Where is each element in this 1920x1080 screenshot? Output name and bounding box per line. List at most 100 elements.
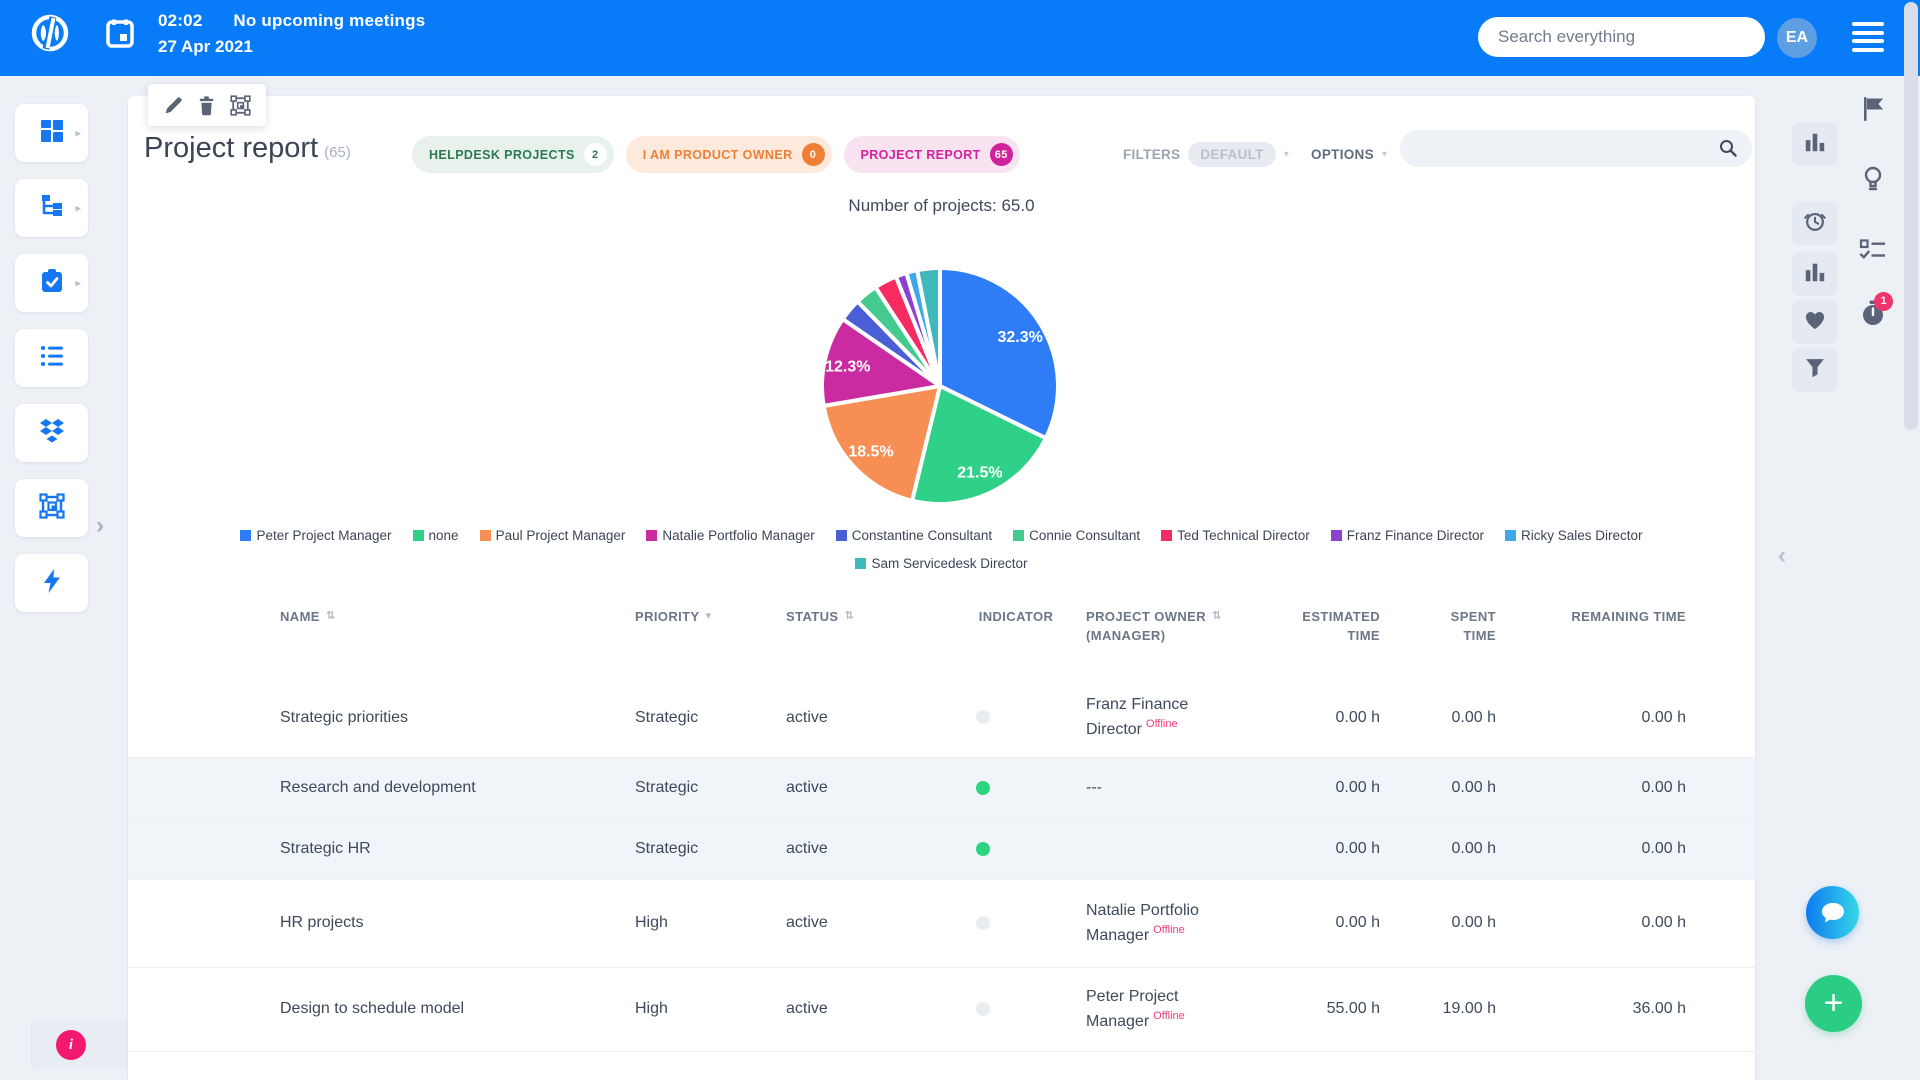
- lightning-icon: [41, 568, 63, 599]
- pie-slice[interactable]: Paul Project Manager: 12: [821, 384, 942, 503]
- cell-project-name[interactable]: Strategic priorities: [280, 708, 409, 726]
- cell-owner: ---: [1086, 779, 1102, 797]
- pie-slice[interactable]: Sam Servicedesk Director: 2: [915, 265, 942, 388]
- sidebar-item-hierarchy[interactable]: ▸: [15, 179, 88, 237]
- cell-priority: Strategic: [635, 708, 699, 726]
- filters-preset-dropdown[interactable]: DEFAULT: [1188, 142, 1276, 167]
- app-logo-icon[interactable]: [30, 13, 70, 53]
- column-header-project-owner[interactable]: PROJECT OWNER (MANAGER) ⇅: [1086, 608, 1274, 646]
- calendar-icon[interactable]: [106, 18, 134, 48]
- table-row[interactable]: KANBAN - Continuous softwareTed Technica…: [128, 1051, 1755, 1080]
- rail-tool-stopwatch[interactable]: 1: [1856, 291, 1893, 332]
- pie-chart[interactable]: Peter Project Manager: 21none: 14Paul Pr…: [790, 236, 1090, 536]
- user-avatar[interactable]: EA: [1777, 18, 1817, 58]
- list-icon: [39, 343, 65, 374]
- cell-project-name[interactable]: Research and development: [280, 779, 476, 797]
- indicator-dot: [976, 841, 990, 856]
- cell-project-name[interactable]: Design to schedule model: [280, 1000, 465, 1018]
- rail-button-heart-3[interactable]: [1792, 300, 1838, 344]
- filter-chip[interactable]: PROJECT REPORT 65: [843, 136, 1020, 173]
- sidebar-item-tasks-clipboard[interactable]: ▸: [15, 254, 88, 312]
- chat-fab[interactable]: [1806, 886, 1859, 939]
- sort-updown-icon[interactable]: ⇅: [325, 610, 336, 622]
- bar-chart-icon: [1803, 130, 1827, 159]
- pie-slice[interactable]: none: 14: [910, 384, 1048, 507]
- sort-updown-icon[interactable]: ⇅: [844, 610, 855, 622]
- page-scrollbar-thumb[interactable]: [1904, 2, 1918, 430]
- chevron-right-icon: ▸: [75, 277, 81, 290]
- legend-label: none: [428, 528, 459, 543]
- owner-status-badge: Offline: [1146, 718, 1178, 730]
- cell-indicator: [946, 837, 1086, 862]
- indicator-dot: [976, 780, 990, 795]
- rail-tool-flag[interactable]: [1856, 94, 1890, 128]
- column-header-estimated: ESTIMATED TIME: [1302, 609, 1380, 643]
- edit-pencil-icon[interactable]: [163, 95, 184, 116]
- global-search-input[interactable]: [1478, 17, 1765, 57]
- table-search-input[interactable]: [1416, 130, 1716, 167]
- cell-estimated-time: 0.00 h: [1335, 914, 1380, 932]
- sidebar-item-dropbox[interactable]: [15, 404, 88, 462]
- sidebar-expand-chevron[interactable]: ›: [96, 512, 104, 539]
- rail-button-alarm-clock-1[interactable]: [1792, 201, 1838, 245]
- indicator-dot: [976, 1001, 990, 1016]
- cell-spent-time: 19.00 h: [1442, 1000, 1496, 1018]
- legend-label: Peter Project Manager: [256, 528, 392, 543]
- legend-swatch: [1161, 530, 1173, 541]
- chip-label: I AM PRODUCT OWNER: [642, 147, 793, 162]
- table-header: NAME ⇅ PRIORITY ▾ STATUS ⇅ INDICATOR PROJECT OW…: [128, 608, 1755, 646]
- heart-icon: [1803, 309, 1827, 336]
- legend-label: Natalie Portfolio Manager: [662, 528, 815, 543]
- legend-item: Peter Project Manager: [240, 528, 392, 543]
- chevron-down-icon[interactable]: ▾: [1283, 149, 1290, 160]
- cell-remaining-time: 36.00 h: [1632, 1000, 1686, 1018]
- table-row[interactable]: Strategic HR Strategic active 0.00 h 0.00 h 0…: [128, 819, 1755, 879]
- filter-chip[interactable]: HELPDESK PROJECTS 2: [412, 136, 614, 173]
- table-row[interactable]: Research and development Strategic active -…: [128, 757, 1755, 819]
- sidebar-item-lightning[interactable]: [15, 554, 88, 612]
- legend-label: Constantine Consultant: [851, 528, 993, 543]
- rail-button-bar-chart-0[interactable]: [1792, 122, 1838, 166]
- table-row[interactable]: Design to schedule model High active Peter …: [128, 967, 1755, 1051]
- filter-chips: HELPDESK PROJECTS 2 I AM PRODUCT OWNER 0 PRO…: [412, 136, 1020, 173]
- search-icon[interactable]: [1718, 138, 1738, 163]
- rail-tool-lightbulb[interactable]: [1856, 164, 1890, 198]
- cell-spent-time: 0.00 h: [1451, 914, 1496, 932]
- rail-button-bar-chart-2[interactable]: [1792, 252, 1838, 296]
- pie-slice[interactable]: Peter Project Manager: 21: [938, 266, 1060, 441]
- column-header-priority[interactable]: PRIORITY ▾: [635, 608, 786, 627]
- cell-indicator: [946, 911, 1086, 936]
- column-header-indicator: INDICATOR: [978, 609, 1054, 624]
- table-search-box: [1400, 130, 1752, 167]
- rail-button-funnel-4[interactable]: [1792, 348, 1838, 392]
- table-row[interactable]: HR projects High active Natalie Portfolio M…: [128, 879, 1755, 967]
- sort-caret-icon[interactable]: ▾: [705, 610, 712, 622]
- panel-collapse-chevron[interactable]: ‹: [1778, 542, 1786, 569]
- filter-chip[interactable]: I AM PRODUCT OWNER 0: [625, 136, 832, 173]
- sidebar-item-frame[interactable]: [15, 479, 88, 537]
- cell-project-name[interactable]: HR projects: [280, 914, 364, 932]
- filters-row: FILTERS DEFAULT ▾ OPTIONS ▾: [1123, 136, 1387, 173]
- add-new-fab[interactable]: +: [1805, 975, 1862, 1032]
- column-header-status[interactable]: STATUS ⇅: [786, 608, 946, 627]
- pie-slice[interactable]: Natalie Portfolio Manager: 8: [820, 317, 942, 408]
- legend-item: none: [412, 528, 459, 543]
- frame-template-icon[interactable]: [230, 94, 251, 116]
- sidebar-item-list[interactable]: [15, 329, 88, 387]
- cell-status: active: [786, 914, 828, 932]
- info-button[interactable]: i: [56, 1030, 86, 1060]
- cell-project-name[interactable]: Strategic HR: [280, 840, 371, 858]
- options-dropdown[interactable]: OPTIONS: [1311, 147, 1374, 162]
- column-header-name[interactable]: NAME ⇅: [280, 608, 635, 627]
- rail-tool-checklist[interactable]: [1856, 235, 1890, 269]
- cell-spent-time: 0.00 h: [1451, 840, 1496, 858]
- legend-item: Paul Project Manager: [479, 528, 625, 543]
- indicator-dot: [976, 710, 990, 725]
- table-row[interactable]: Strategic priorities Strategic active Franz…: [128, 679, 1755, 757]
- sort-updown-icon[interactable]: ⇅: [1212, 610, 1222, 622]
- sidebar-item-dashboard[interactable]: ▸: [15, 104, 88, 162]
- chevron-down-icon[interactable]: ▾: [1381, 149, 1388, 160]
- delete-trash-icon[interactable]: [197, 95, 216, 116]
- top-bar: 02:02 No upcoming meetings 27 Apr 2021 E…: [0, 0, 1920, 76]
- hamburger-menu-icon[interactable]: [1852, 22, 1884, 52]
